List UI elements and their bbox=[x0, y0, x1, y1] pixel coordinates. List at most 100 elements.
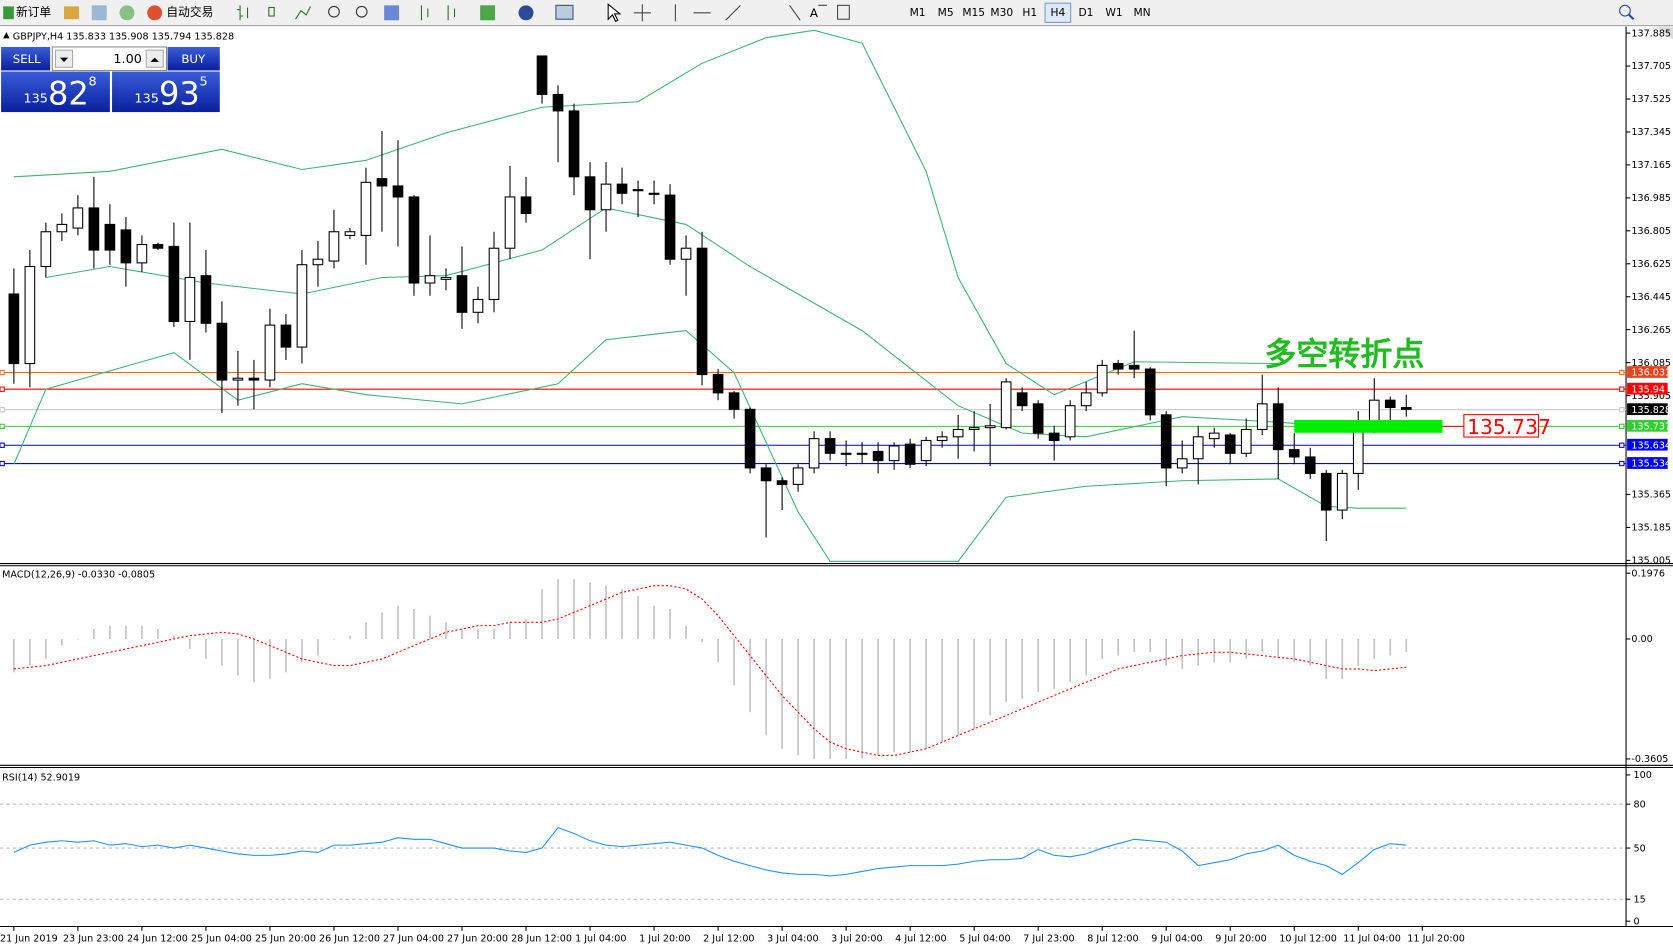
candle-body bbox=[456, 275, 468, 313]
candle-body bbox=[1176, 458, 1188, 469]
timeframe-button[interactable]: D1 bbox=[1078, 6, 1093, 19]
auto-trading-icon[interactable] bbox=[147, 5, 163, 21]
candle-body bbox=[968, 427, 980, 431]
price-tick-label: 137.885 bbox=[1631, 28, 1671, 39]
macd-bar bbox=[1245, 638, 1248, 659]
macd-bar bbox=[1341, 638, 1344, 679]
macd-bar bbox=[1181, 638, 1183, 669]
macd-bar bbox=[1037, 638, 1039, 693]
macd-bar bbox=[77, 638, 79, 640]
zoom-in[interactable] bbox=[328, 5, 340, 18]
macd-bar bbox=[1101, 638, 1103, 659]
timeframe-button[interactable]: M15 bbox=[962, 6, 985, 19]
candle-body bbox=[376, 178, 388, 187]
candle-body bbox=[760, 467, 772, 482]
macd-bar bbox=[749, 638, 751, 713]
time-label: 27 Jun 04:00 bbox=[383, 933, 444, 944]
line-chart-tool[interactable] bbox=[295, 6, 311, 20]
macd-bar bbox=[349, 635, 351, 639]
tool-icon[interactable] bbox=[64, 6, 79, 20]
time-label: 10 Jul 12:00 bbox=[1279, 933, 1337, 944]
candle-body bbox=[776, 480, 788, 485]
chart-window bbox=[0, 26, 1673, 950]
tool-icon[interactable] bbox=[91, 5, 107, 21]
timeframe-bar: M1 M5 M15 M30 H1 H4 D1 W1 MN bbox=[910, 2, 1151, 23]
sell-price-box[interactable] bbox=[1, 71, 110, 113]
macd-bar bbox=[1213, 638, 1216, 663]
templates[interactable] bbox=[555, 4, 574, 20]
buy-price-prefix: 135 bbox=[134, 91, 158, 106]
candle-body bbox=[120, 229, 132, 264]
sell-button[interactable] bbox=[1, 46, 51, 71]
rsi-line bbox=[13, 826, 1407, 877]
collapse-arrow[interactable] bbox=[3, 32, 10, 39]
price-tick-label: 137.525 bbox=[1631, 94, 1671, 105]
auto-trading-button[interactable]: 自动交易 bbox=[166, 5, 213, 19]
lot-up-arrow bbox=[150, 57, 159, 62]
candle-body bbox=[200, 275, 212, 324]
candle-body bbox=[1240, 428, 1252, 454]
sell-label[interactable]: SELL bbox=[13, 52, 41, 66]
buy-label[interactable]: BUY bbox=[181, 52, 206, 66]
candle-body bbox=[1288, 449, 1300, 458]
candle-body bbox=[1256, 403, 1268, 431]
lot-input[interactable] bbox=[51, 46, 167, 71]
timeframe-button[interactable]: M30 bbox=[990, 6, 1013, 19]
macd-bar bbox=[1005, 638, 1007, 703]
buy-price-box[interactable] bbox=[112, 71, 220, 113]
timeframe-button[interactable]: MN bbox=[1133, 6, 1150, 19]
scroll-tools[interactable] bbox=[420, 5, 456, 21]
macd-bar bbox=[1149, 638, 1151, 653]
candle-body bbox=[648, 192, 660, 195]
macd-bar bbox=[397, 605, 399, 639]
macd-bar bbox=[525, 618, 527, 639]
text-tool-icon[interactable]: A bbox=[810, 6, 818, 20]
candle-body bbox=[152, 244, 164, 249]
sell-price-prefix: 135 bbox=[23, 91, 47, 106]
candle-body bbox=[328, 231, 340, 262]
buy-button[interactable] bbox=[167, 46, 220, 71]
candle-body bbox=[504, 196, 516, 249]
rsi-label: RSI(14) 52.9019 bbox=[2, 772, 80, 783]
callout-label: 135.737 bbox=[1467, 415, 1551, 439]
new-order-icon[interactable] bbox=[3, 6, 14, 20]
periods[interactable] bbox=[518, 5, 534, 21]
macd-bar bbox=[1293, 638, 1296, 663]
timeframe-button[interactable]: H1 bbox=[1022, 6, 1037, 19]
search[interactable] bbox=[1619, 4, 1631, 17]
tile-windows[interactable] bbox=[384, 5, 400, 21]
candle-body bbox=[1064, 405, 1076, 438]
candle-body bbox=[1224, 434, 1236, 454]
tool-icon[interactable] bbox=[119, 5, 135, 21]
bar-chart-tool[interactable] bbox=[236, 5, 249, 21]
candle-tool[interactable] bbox=[268, 6, 275, 17]
timeframe-button[interactable]: W1 bbox=[1105, 6, 1122, 19]
macd-bar bbox=[717, 638, 719, 663]
time-label: 9 Jul 04:00 bbox=[1151, 933, 1202, 944]
indicators[interactable] bbox=[480, 5, 496, 21]
price-tick-label: 135.005 bbox=[1631, 556, 1671, 567]
candle-body bbox=[1128, 364, 1140, 370]
new-order-button[interactable]: 新订单 bbox=[16, 5, 51, 19]
cursor-tool[interactable] bbox=[607, 3, 622, 23]
drawing-tools[interactable] bbox=[633, 4, 827, 22]
buy-price-main: 93 bbox=[159, 75, 200, 113]
level-marker bbox=[0, 369, 5, 376]
lot-value[interactable]: 1.00 bbox=[113, 52, 141, 67]
macd-bar bbox=[509, 622, 511, 639]
timeframe-button[interactable]: M1 bbox=[910, 6, 926, 19]
candle-body bbox=[184, 276, 196, 322]
label-tool[interactable] bbox=[837, 4, 850, 20]
level-price-label: 136.031 bbox=[1631, 368, 1671, 379]
macd-bar bbox=[1069, 638, 1071, 683]
macd-bar bbox=[733, 638, 735, 686]
price-tick-label: 136.985 bbox=[1631, 193, 1671, 204]
rsi-tick-label: 50 bbox=[1634, 843, 1646, 854]
candle-body bbox=[1144, 368, 1156, 416]
zoom-out[interactable] bbox=[355, 5, 368, 18]
macd-bar bbox=[493, 628, 495, 639]
timeframe-button[interactable]: M5 bbox=[938, 6, 954, 19]
candle-body bbox=[88, 207, 100, 251]
timeframe-button[interactable]: H4 bbox=[1050, 6, 1065, 19]
